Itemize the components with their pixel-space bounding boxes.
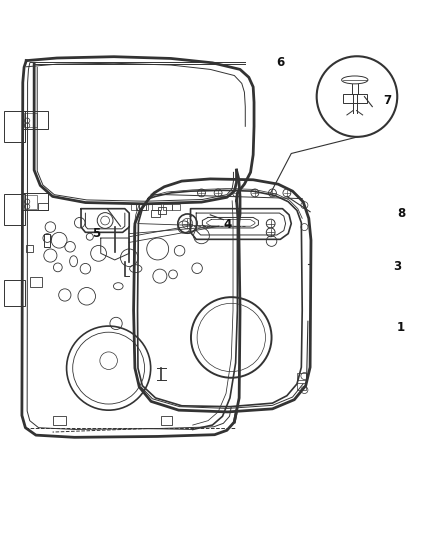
Bar (152, 204, 161, 210)
Text: 5: 5 (92, 227, 100, 240)
Text: 7: 7 (384, 94, 392, 107)
Text: 6: 6 (276, 56, 284, 69)
Text: 3: 3 (394, 260, 402, 273)
Bar (26, 245, 33, 252)
Bar (161, 416, 172, 425)
Bar (158, 207, 166, 214)
Bar (38, 203, 48, 209)
Bar (30, 277, 42, 287)
Bar (131, 204, 139, 210)
Bar (53, 416, 66, 425)
Bar (297, 383, 306, 391)
Bar (172, 204, 180, 210)
Bar (151, 209, 160, 216)
Text: 8: 8 (397, 207, 405, 221)
Bar (297, 374, 306, 381)
Bar (136, 203, 146, 209)
Bar (139, 204, 148, 210)
Circle shape (317, 56, 397, 137)
Text: 4: 4 (224, 219, 232, 231)
Bar (343, 94, 367, 103)
Text: 1: 1 (397, 321, 405, 334)
Bar (163, 204, 172, 210)
